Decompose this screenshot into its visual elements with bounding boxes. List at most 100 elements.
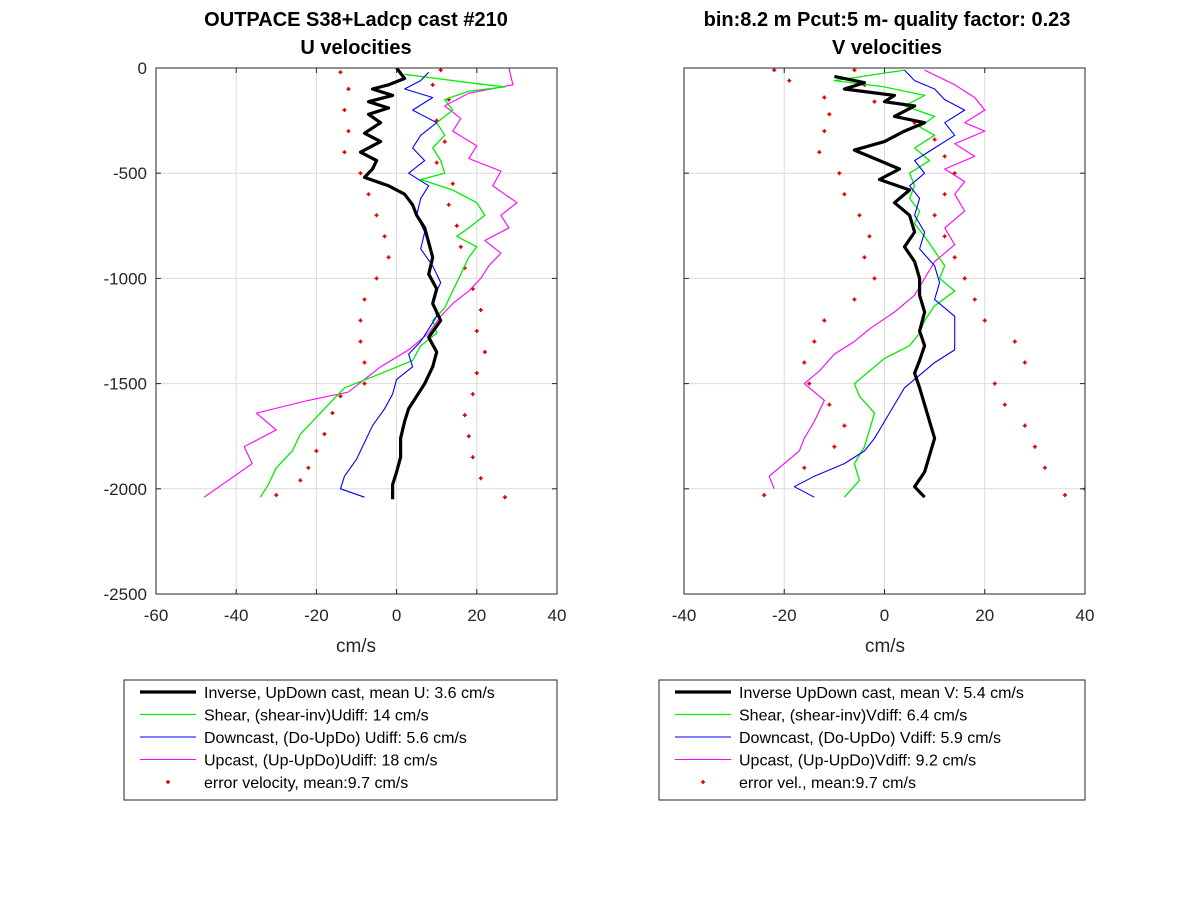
left-series-error-velocity xyxy=(274,68,507,500)
right-series-line-2 xyxy=(793,69,966,498)
right-x-tick-label: 40 xyxy=(1076,606,1095,625)
right-error-point xyxy=(822,318,827,323)
right-legend-label: Downcast, (Do-UpDo) Vdiff: 5.9 cm/s xyxy=(739,730,1001,747)
left-error-point xyxy=(342,108,347,113)
left-error-point xyxy=(358,171,363,176)
right-legend-marker xyxy=(701,780,705,784)
right-error-point xyxy=(842,423,847,428)
left-y-tick-label: -2500 xyxy=(104,585,147,604)
right-error-point xyxy=(962,276,967,281)
left-x-tick-label: -40 xyxy=(224,606,249,625)
right-error-point xyxy=(772,68,777,73)
left-error-point xyxy=(478,476,483,481)
left-error-point xyxy=(470,392,475,397)
left-error-point xyxy=(358,318,363,323)
right-x-tick-label: 0 xyxy=(880,606,889,625)
right-x-label: cm/s xyxy=(865,636,905,657)
right-axes: -40 -20 0 20 40 cm/s xyxy=(672,67,1095,657)
right-error-point xyxy=(832,444,837,449)
right-series-line-3 xyxy=(768,69,986,490)
left-error-point xyxy=(454,223,459,228)
left-error-point xyxy=(346,129,351,134)
left-error-point xyxy=(366,192,371,197)
left-error-point xyxy=(450,181,455,186)
left-error-point xyxy=(362,381,367,386)
right-error-point xyxy=(1032,444,1037,449)
right-error-point xyxy=(852,68,857,73)
left-series-line-1 xyxy=(259,73,506,498)
left-y-tick-label: -2000 xyxy=(104,480,147,499)
left-series-line-0 xyxy=(358,68,443,500)
left-y-tick-label: -1000 xyxy=(104,269,147,288)
left-legend: Inverse, UpDown cast, mean U: 3.6 cm/s Sh… xyxy=(123,679,558,801)
left-x-tick-label: 20 xyxy=(467,606,486,625)
left-x-tick-label: -60 xyxy=(144,606,169,625)
left-error-point xyxy=(482,350,487,355)
right-error-point xyxy=(1042,465,1047,470)
right-legend-label: Shear, (shear-inv)Vdiff: 6.4 cm/s xyxy=(739,708,967,725)
right-error-point xyxy=(952,255,957,260)
right-plot-area xyxy=(762,68,1085,499)
left-x-tick-label: -20 xyxy=(304,606,329,625)
left-error-point xyxy=(322,432,327,437)
left-series-line-2 xyxy=(339,71,442,498)
left-subtitle: U velocities xyxy=(300,37,411,59)
left-error-point xyxy=(462,413,467,418)
left-error-point xyxy=(442,139,447,144)
left-legend-label: Shear, (shear-inv)Udiff: 14 cm/s xyxy=(204,708,429,725)
right-error-point xyxy=(1012,339,1017,344)
left-error-point xyxy=(314,448,319,453)
right-legend-label: Upcast, (Up-UpDo)Vdiff: 9.2 cm/s xyxy=(739,753,976,770)
left-error-point xyxy=(502,495,507,500)
left-error-point xyxy=(346,87,351,92)
right-error-point xyxy=(822,95,827,100)
right-error-point xyxy=(932,213,937,218)
left-legend-marker xyxy=(166,780,170,784)
left-error-point xyxy=(438,68,443,73)
right-x-tick-labels: -40 -20 0 20 40 xyxy=(672,606,1095,625)
right-legend-label: Inverse UpDown cast, mean V: 5.4 cm/s xyxy=(739,685,1024,702)
right-legend: Inverse UpDown cast, mean V: 5.4 cm/s She… xyxy=(658,679,1086,801)
right-error-point xyxy=(812,339,817,344)
right-error-point xyxy=(852,297,857,302)
left-x-tick-labels: -60 -40 -20 0 20 40 xyxy=(144,606,567,625)
left-error-point xyxy=(382,234,387,239)
left-legend-label: error velocity, mean:9.7 cm/s xyxy=(204,775,408,792)
left-error-point xyxy=(470,455,475,460)
left-axes: -60 -40 -20 0 20 40 0 -500 -1000 -1500 -2000 -2500… xyxy=(104,59,567,657)
left-error-point xyxy=(362,297,367,302)
right-error-point xyxy=(1022,423,1027,428)
left-error-point xyxy=(478,307,483,312)
right-error-point xyxy=(787,78,792,83)
left-error-point xyxy=(358,339,363,344)
left-error-point xyxy=(342,150,347,155)
left-title: OUTPACE S38+Ladcp cast #210 xyxy=(204,9,508,31)
right-ticks xyxy=(683,67,1086,595)
left-error-point xyxy=(298,478,303,483)
left-x-tick-label: 0 xyxy=(392,606,401,625)
left-error-point xyxy=(474,329,479,333)
right-series-line-1 xyxy=(833,69,956,498)
right-error-point xyxy=(862,255,867,260)
left-error-point xyxy=(338,70,343,75)
left-error-point xyxy=(374,276,379,281)
right-title: bin:8.2 m Pcut:5 m- quality factor: 0.23 xyxy=(704,9,1071,31)
left-error-point xyxy=(434,160,439,165)
right-error-point xyxy=(942,154,947,159)
left-ticks xyxy=(155,67,558,595)
left-x-tick-label: 40 xyxy=(548,606,567,625)
right-series-line-0 xyxy=(834,74,937,499)
left-legend-label: Upcast, (Up-UpDo)Udiff: 18 cm/s xyxy=(204,753,438,770)
right-error-point xyxy=(822,129,827,134)
right-error-point xyxy=(802,360,807,365)
left-legend-label: Downcast, (Do-UpDo) Udiff: 5.6 cm/s xyxy=(204,730,467,747)
right-error-point xyxy=(1002,402,1007,407)
left-y-tick-label: -500 xyxy=(113,164,147,183)
left-y-tick-label: 0 xyxy=(138,59,147,78)
right-error-point xyxy=(827,402,832,407)
right-legend-label: error vel., mean:9.7 cm/s xyxy=(739,775,916,792)
left-error-point xyxy=(374,213,379,218)
left-error-point xyxy=(330,411,335,416)
left-error-point xyxy=(446,202,451,207)
right-error-point xyxy=(942,234,947,239)
